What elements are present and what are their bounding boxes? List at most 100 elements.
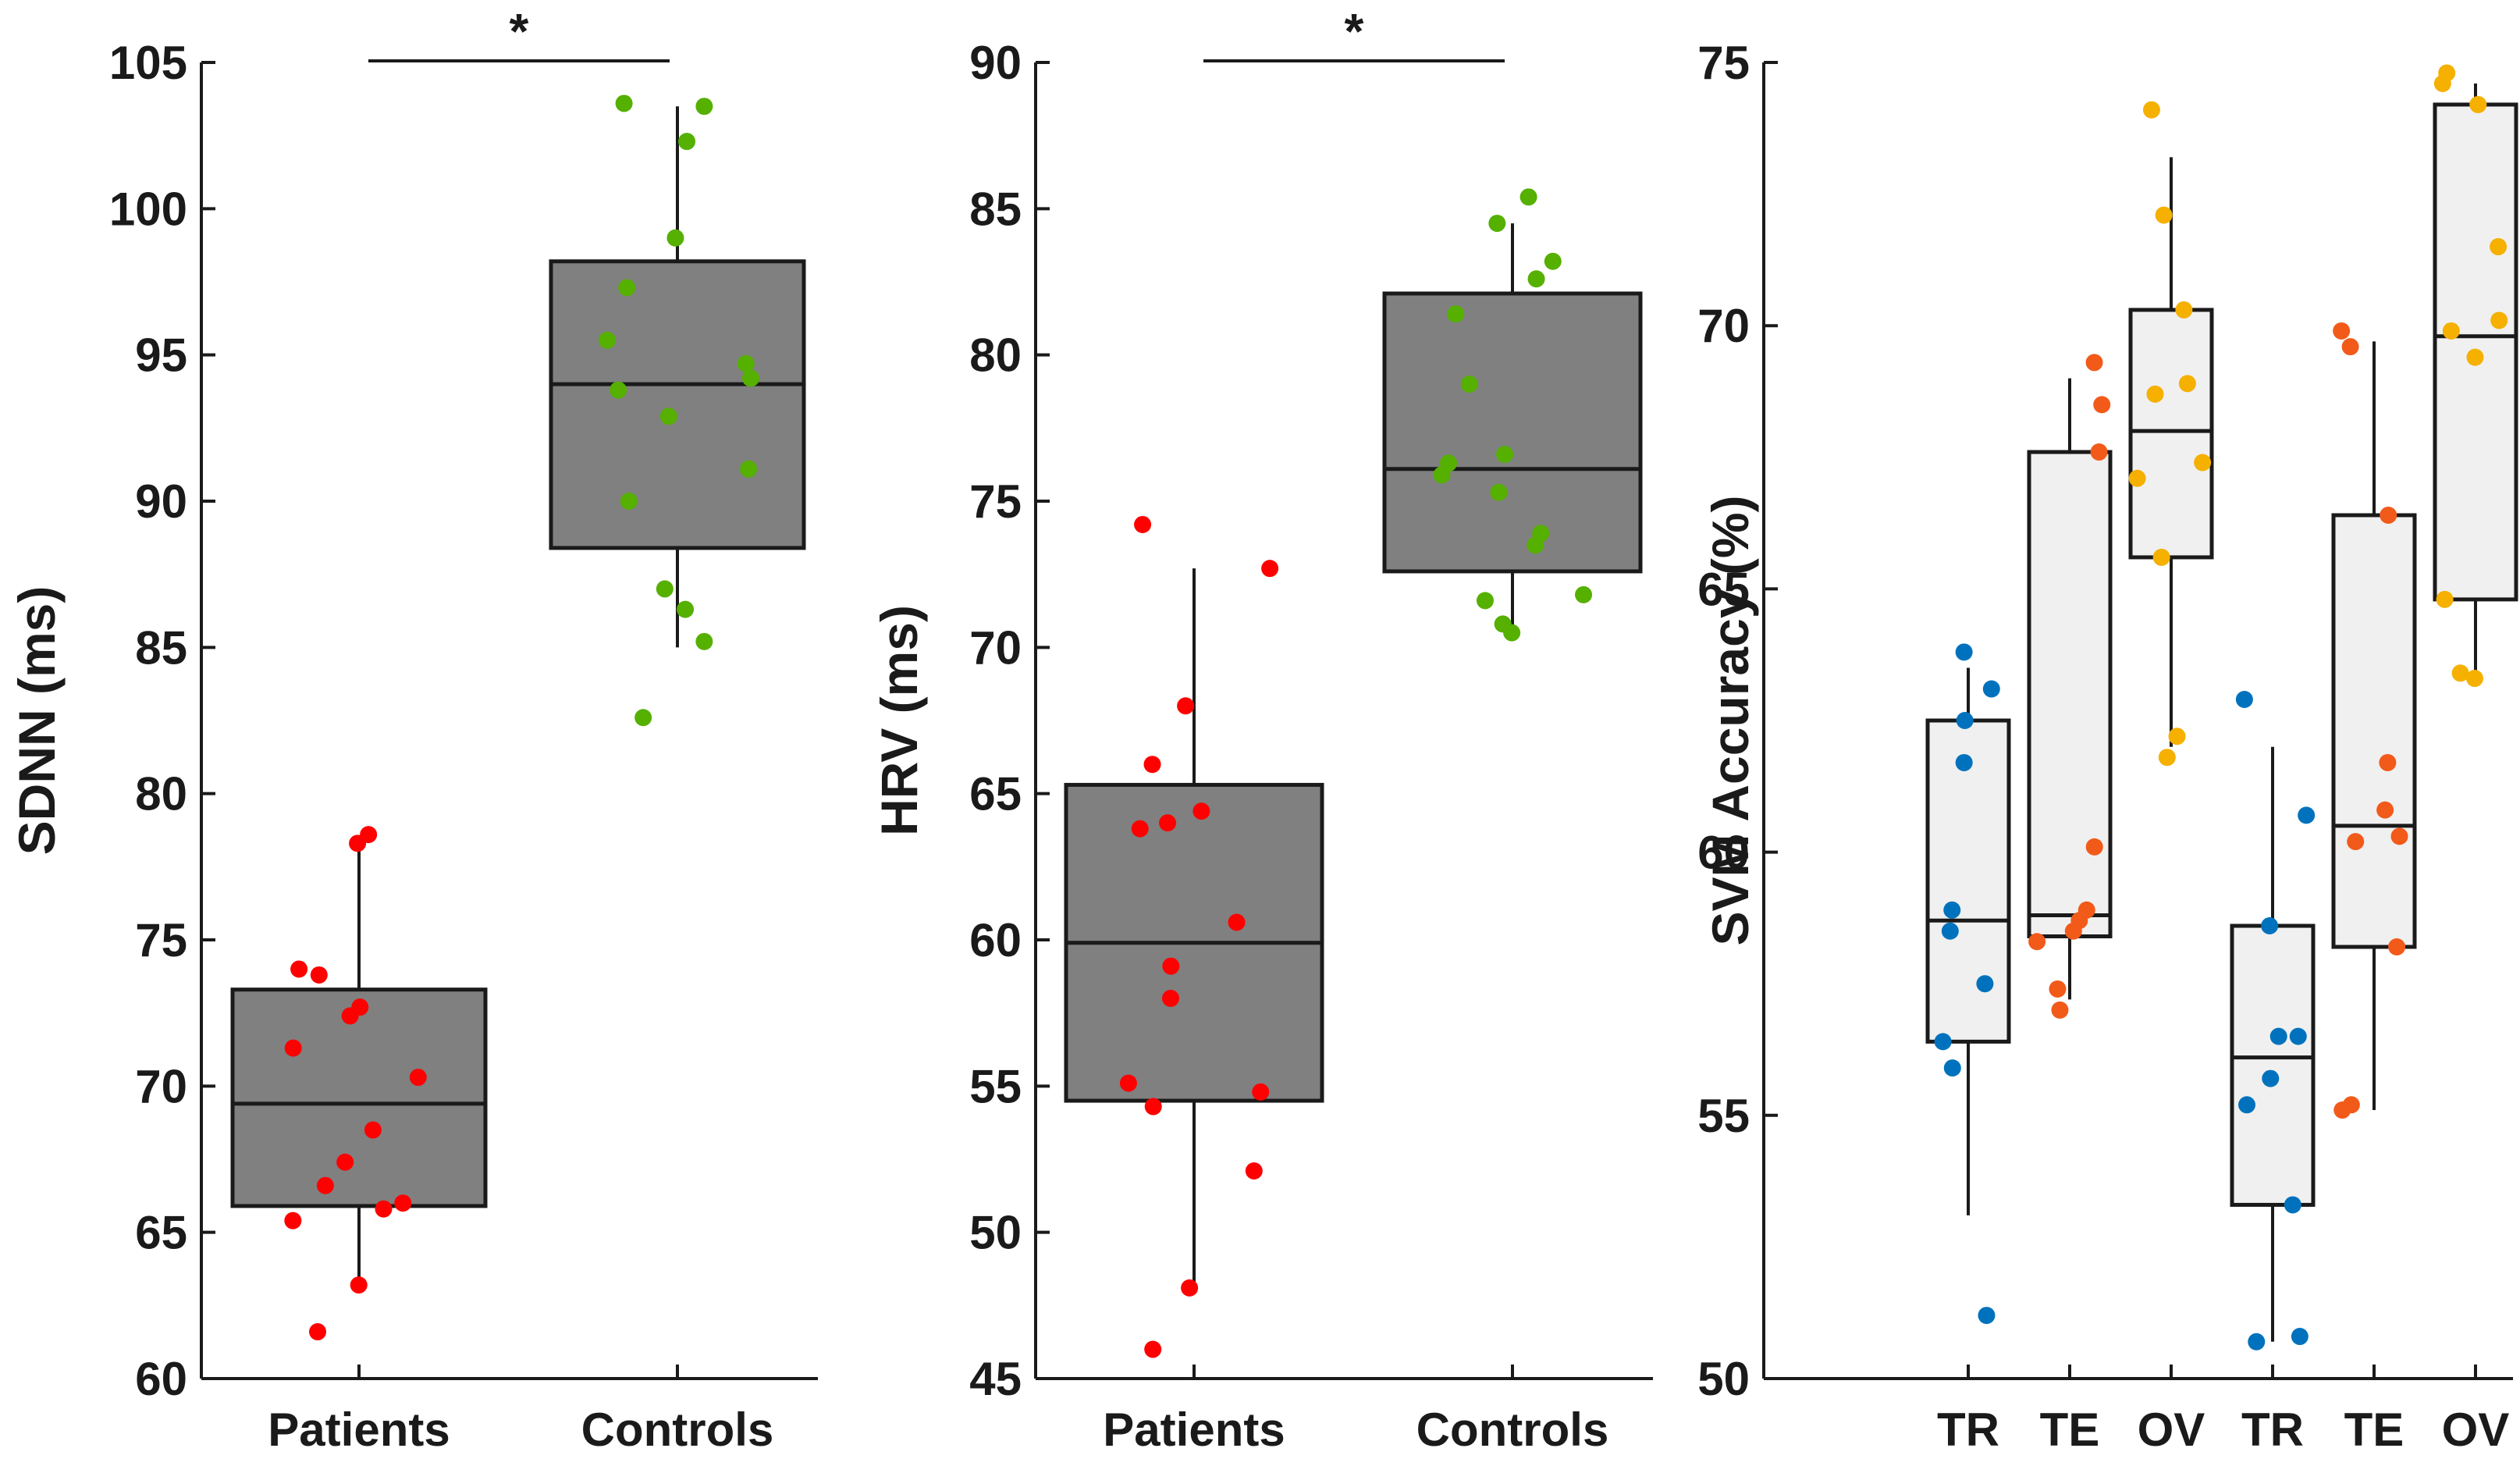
box-group-tr xyxy=(1925,643,2011,1379)
data-point xyxy=(737,354,755,372)
data-point xyxy=(666,229,684,247)
data-point xyxy=(659,407,677,425)
y-tick-label: 85 xyxy=(135,621,187,674)
data-point xyxy=(610,381,627,399)
data-point xyxy=(1134,515,1152,533)
data-point xyxy=(2090,443,2108,461)
data-point xyxy=(1144,1098,1162,1116)
significance-star: * xyxy=(1345,3,1364,59)
data-point xyxy=(1177,697,1195,715)
box xyxy=(2230,923,2316,1207)
data-point xyxy=(364,1121,382,1139)
data-point xyxy=(2333,1101,2351,1119)
data-point xyxy=(409,1069,427,1087)
data-point xyxy=(2469,95,2487,113)
data-point xyxy=(740,460,758,478)
data-point xyxy=(678,133,696,151)
data-point xyxy=(2436,590,2454,608)
data-point xyxy=(1192,802,1210,820)
y-tick-label: 70 xyxy=(1697,300,1750,352)
data-point xyxy=(1488,215,1506,233)
x-tick-label: OV xyxy=(2442,1404,2510,1456)
y-tick-label: 90 xyxy=(135,475,187,528)
box xyxy=(2027,450,2113,939)
data-point xyxy=(394,1194,412,1212)
x-tick-label: Controls xyxy=(581,1404,774,1456)
data-point xyxy=(1162,957,1180,975)
box xyxy=(230,987,488,1208)
data-point xyxy=(2490,238,2508,256)
y-tick-label: 80 xyxy=(969,329,1022,382)
y-tick-label: 65 xyxy=(969,768,1022,820)
data-point xyxy=(2298,806,2316,824)
data-point xyxy=(2146,385,2164,403)
y-tick-label: 85 xyxy=(969,183,1022,235)
data-point xyxy=(2380,506,2397,524)
box-group-te xyxy=(2331,322,2417,1379)
data-point xyxy=(309,1323,327,1341)
data-point xyxy=(1228,913,1246,931)
data-point xyxy=(2028,933,2046,951)
data-point xyxy=(741,369,759,387)
x-tick-label: Controls xyxy=(1416,1404,1609,1456)
data-point xyxy=(2433,74,2451,92)
data-point xyxy=(2155,206,2173,224)
y-tick-label: 70 xyxy=(969,621,1022,674)
data-point xyxy=(677,600,695,618)
data-point xyxy=(695,98,713,116)
data-point xyxy=(1575,585,1593,603)
y-tick-label: 75 xyxy=(1697,37,1750,89)
data-point xyxy=(2451,664,2469,682)
y-tick-label: 60 xyxy=(969,914,1022,966)
data-point xyxy=(2262,1069,2280,1087)
data-point xyxy=(360,826,378,844)
data-point xyxy=(2269,1027,2287,1045)
box-group-ov xyxy=(2433,64,2518,1379)
box-group-te xyxy=(2027,354,2113,1379)
data-point xyxy=(2291,1328,2309,1346)
data-point xyxy=(2194,454,2212,471)
data-point xyxy=(2064,922,2082,940)
data-point xyxy=(2341,338,2359,356)
data-point xyxy=(599,331,617,349)
y-tick-label: 75 xyxy=(135,914,187,966)
data-point xyxy=(2466,348,2484,366)
y-tick-label: 65 xyxy=(1697,563,1750,615)
data-point xyxy=(1460,375,1478,393)
data-point xyxy=(618,279,636,297)
data-point xyxy=(620,493,638,510)
y-tick-label: 55 xyxy=(1697,1090,1750,1142)
box-group-tr xyxy=(2230,691,2316,1379)
box-group-patients xyxy=(230,826,488,1379)
y-tick-label: 50 xyxy=(1697,1353,1750,1405)
x-tick-label: Patients xyxy=(1103,1404,1285,1456)
significance-star: * xyxy=(510,3,529,59)
data-point xyxy=(2333,322,2351,340)
data-point xyxy=(1955,753,1973,771)
data-point xyxy=(615,94,633,112)
data-point xyxy=(1956,712,1974,729)
hrv-panel: 45 50 55 60 65 70 75 80 85 90 HRV (ms) Patients Cont… xyxy=(870,3,1653,1456)
data-point xyxy=(284,1039,302,1057)
data-point xyxy=(1527,270,1545,288)
data-point xyxy=(310,966,328,984)
box xyxy=(1382,291,1643,574)
data-point xyxy=(1433,466,1451,484)
data-point xyxy=(1181,1279,1199,1297)
data-point xyxy=(2093,396,2111,414)
y-tick-label: 60 xyxy=(135,1353,187,1405)
data-point xyxy=(1144,1340,1162,1358)
y-tick-label: 80 xyxy=(135,768,187,820)
x-tick-label: TE xyxy=(2344,1404,2404,1456)
data-point xyxy=(2178,375,2196,393)
data-point xyxy=(2465,670,2483,688)
data-point xyxy=(2376,801,2394,819)
y-tick-label: 65 xyxy=(135,1207,187,1259)
y-tick-label: 100 xyxy=(109,183,187,235)
data-point xyxy=(2051,1001,2069,1019)
data-point xyxy=(2085,838,2103,856)
y-axis-label: HRV (ms) xyxy=(870,605,928,836)
box-group-controls xyxy=(1382,188,1643,1379)
data-point xyxy=(284,1212,302,1229)
